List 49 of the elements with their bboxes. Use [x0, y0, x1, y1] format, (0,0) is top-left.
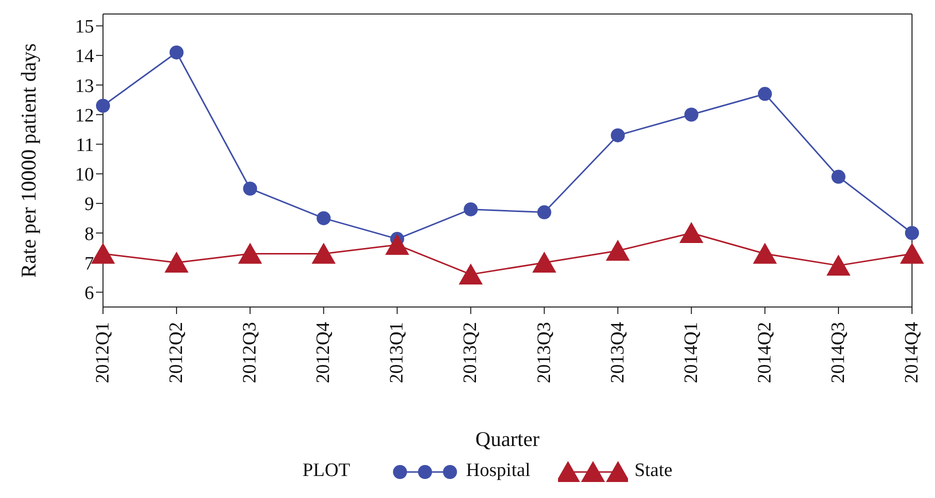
point — [905, 226, 919, 240]
y-tick-label: 10 — [75, 164, 94, 186]
x-tick-label: 2014Q1 — [680, 322, 702, 384]
point — [900, 242, 924, 264]
point — [610, 128, 625, 142]
x-tick-label: 2013Q2 — [460, 322, 482, 384]
y-tick-label: 7 — [84, 253, 94, 274]
x-tick-label: 2013Q4 — [607, 322, 628, 384]
point — [96, 98, 110, 113]
x-tick-label: 2014Q3 — [828, 322, 849, 384]
x-tick-label: 2012Q1 — [92, 322, 114, 384]
x-tick-label: 2014Q2 — [754, 322, 776, 384]
point — [831, 170, 846, 184]
y-tick-label: 13 — [75, 76, 94, 97]
point — [679, 222, 704, 244]
point — [606, 240, 630, 261]
point — [170, 45, 184, 60]
point — [826, 254, 850, 276]
point — [164, 252, 189, 273]
point — [316, 211, 331, 226]
y-tick-label: 15 — [75, 16, 94, 38]
y-tick-label: 9 — [84, 194, 94, 216]
y-tick-label: 14 — [75, 46, 94, 68]
point — [238, 242, 262, 264]
legend-label: Hospital — [466, 460, 530, 482]
x-tick-label: 2012Q2 — [166, 322, 188, 384]
y-tick-label: 11 — [76, 134, 94, 156]
y-tick-label: 12 — [75, 105, 94, 126]
point — [458, 263, 483, 284]
point — [752, 242, 777, 264]
x-tick-label: 2013Q1 — [386, 322, 408, 384]
point — [532, 252, 556, 273]
point — [385, 234, 410, 255]
legend-title: PLOT — [302, 460, 350, 482]
point — [537, 205, 552, 220]
x-tick-label: 2012Q4 — [313, 322, 334, 384]
y-axis-title: Rate per 10000 patient days — [16, 43, 40, 278]
y-tick-label: 8 — [84, 224, 94, 245]
point — [312, 242, 336, 264]
x-tick-label: 2012Q3 — [240, 322, 261, 384]
point — [684, 108, 698, 122]
point — [758, 86, 772, 101]
point — [243, 182, 258, 196]
y-tick-label: 6 — [84, 282, 94, 304]
x-tick-label: 2013Q3 — [534, 322, 555, 384]
x-tick-label: 2014Q4 — [902, 322, 922, 384]
legend-label: State — [634, 460, 672, 482]
x-axis-title: Quarter — [475, 427, 540, 451]
point — [464, 202, 478, 216]
